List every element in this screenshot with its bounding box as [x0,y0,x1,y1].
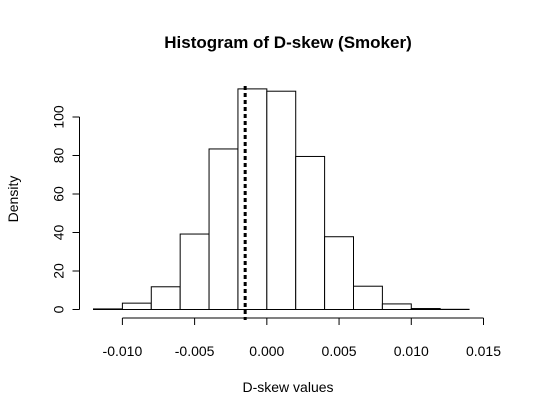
histogram-bar [208,148,239,310]
x-tick-label: -0.010 [103,343,143,359]
histogram-bars [93,88,470,311]
histogram-bar [150,286,181,311]
x-tick-label: 0.000 [249,343,284,359]
histogram-bar [237,88,268,310]
x-axis-label: D-skew values [242,379,333,395]
y-tick-label: 0 [51,305,67,313]
x-tick-label: -0.005 [175,343,215,359]
chart-title: Histogram of D-skew (Smoker) [164,33,412,52]
x-tick-label: 0.010 [394,343,429,359]
y-axis: 0 20 40 60 80 100 [51,105,80,313]
histogram-bar [121,302,152,310]
histogram-bar [179,233,210,310]
y-tick-label: 60 [51,186,67,202]
histogram-bar [93,308,123,310]
histogram-bar [266,90,297,310]
y-tick-label: 100 [51,105,67,129]
histogram-bar [324,236,355,310]
y-tick-label: 80 [51,148,67,164]
x-axis: -0.010 -0.005 0.000 0.005 0.010 0.015 [103,317,501,359]
histogram-bar [353,285,383,310]
histogram-bar [295,155,326,310]
x-tick-label: 0.015 [466,343,501,359]
y-tick-label: 40 [51,225,67,241]
x-tick-label: 0.005 [322,343,357,359]
y-axis-label: Density [5,176,21,223]
histogram-bar [381,303,412,311]
y-tick-label: 20 [51,263,67,279]
histogram-bar [410,308,441,311]
